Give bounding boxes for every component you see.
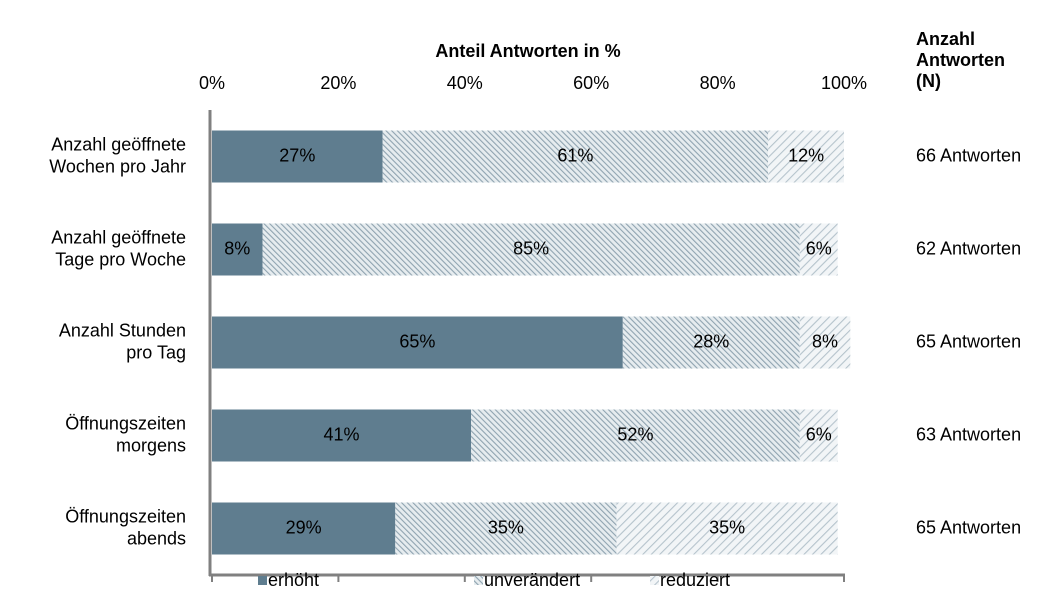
bar-segment <box>799 316 851 369</box>
value-label: 52% <box>617 424 653 444</box>
n-label: 65 Antworten <box>916 331 1021 351</box>
bar-segment <box>212 502 396 555</box>
bar-segment <box>768 130 844 183</box>
x-tick-label: 60% <box>573 73 609 93</box>
legend-marker <box>258 576 267 585</box>
legend-marker <box>650 576 659 585</box>
x-tick-label: 20% <box>320 73 356 93</box>
bar-segment <box>212 223 263 276</box>
bar-segment <box>622 316 800 369</box>
category-label: Öffnungszeiten morgens <box>65 413 186 455</box>
value-label: 28% <box>693 331 729 351</box>
bar-segment <box>471 409 800 462</box>
category-label: Anzahl geöffnete Wochen pro Jahr <box>49 134 186 176</box>
category-label: Öffnungszeiten abends <box>65 506 186 548</box>
value-label: 35% <box>488 517 524 537</box>
n-label: 66 Antworten <box>916 145 1021 165</box>
category-label: Anzahl geöffnete Tage pro Woche <box>51 227 186 269</box>
n-label: 65 Antworten <box>916 517 1021 537</box>
value-label: 85% <box>513 238 549 258</box>
category-label: Anzahl Stunden pro Tag <box>59 320 186 362</box>
x-tick-label: 0% <box>199 73 225 93</box>
value-label: 41% <box>324 424 360 444</box>
bar-segment <box>262 223 800 276</box>
bar-segment <box>212 130 383 183</box>
x-tick-label: 80% <box>700 73 736 93</box>
value-label: 27% <box>279 145 315 165</box>
value-label: 12% <box>788 145 824 165</box>
x-axis-title: Anteil Antworten in % <box>435 41 620 61</box>
value-label: 29% <box>286 517 322 537</box>
bar-segment <box>395 502 617 555</box>
n-label: 63 Antworten <box>916 424 1021 444</box>
bar-segment <box>382 130 769 183</box>
value-label: 8% <box>812 331 838 351</box>
bar-segment <box>212 316 623 369</box>
legend-label: unverändert <box>484 570 580 590</box>
legend-marker <box>474 576 483 585</box>
value-label: 8% <box>224 238 250 258</box>
value-label: 61% <box>557 145 593 165</box>
value-label: 35% <box>709 517 745 537</box>
legend-label: erhöht <box>268 570 319 590</box>
bar-segment <box>799 409 838 462</box>
bar-segment <box>799 223 838 276</box>
legend-label: reduziert <box>660 570 730 590</box>
x-tick-label: 40% <box>447 73 483 93</box>
x-tick-label: 100% <box>821 73 867 93</box>
n-header: Anzahl Antworten (N) <box>916 29 1005 91</box>
bar-segment <box>616 502 838 555</box>
bar-segment <box>212 409 472 462</box>
value-label: 65% <box>399 331 435 351</box>
n-label: 62 Antworten <box>916 238 1021 258</box>
value-label: 6% <box>806 238 832 258</box>
value-label: 6% <box>806 424 832 444</box>
